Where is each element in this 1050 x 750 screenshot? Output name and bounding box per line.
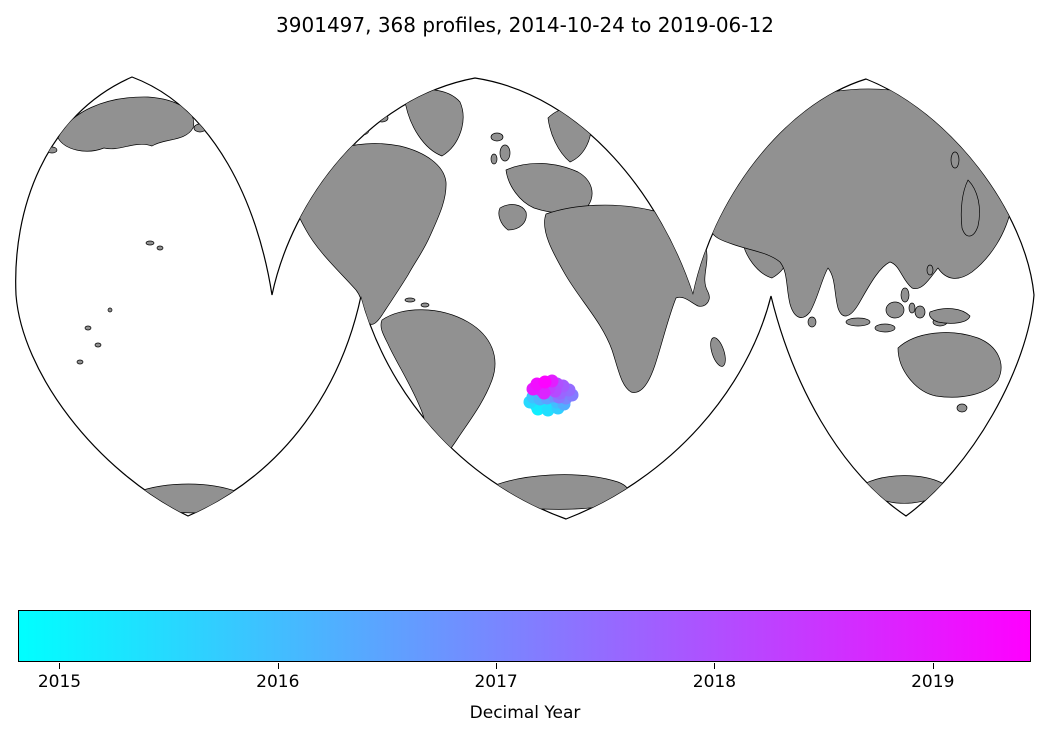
profile-point (538, 375, 552, 389)
colorbar-tick-label: 2018 (692, 672, 737, 692)
landmass-north-america (291, 143, 447, 325)
landmass-iberia (498, 204, 527, 231)
colorbar-tick-label: 2015 (37, 672, 82, 692)
colorbar-tick-mark (59, 663, 61, 669)
landmass-siberia-alaska (57, 96, 195, 152)
landmass-new-guinea (929, 308, 971, 324)
profile-points (523, 374, 579, 417)
colorbar-gradient (18, 610, 1031, 662)
colorbar-tick-mark (277, 663, 279, 669)
colorbar-tick-mark (932, 663, 934, 669)
profile-point (537, 386, 551, 400)
landmass-japan (960, 179, 980, 237)
world-map (15, 76, 1035, 520)
colorbar-tick-mark (714, 663, 716, 669)
figure-title: 3901497, 368 profiles, 2014-10-24 to 201… (276, 13, 774, 37)
colorbar-label: Decimal Year (469, 703, 581, 723)
colorbar-tick-label: 2019 (911, 672, 955, 692)
landmass-madagascar (710, 337, 726, 367)
landmass-australia (897, 332, 1002, 398)
colorbar-tick-label: 2016 (256, 672, 300, 692)
colorbar-tick-mark (496, 663, 498, 669)
landmass-antarctica-east (863, 475, 944, 504)
land-masses (46, 88, 1014, 514)
profile-point (541, 403, 555, 417)
colorbar-tick-label: 2017 (474, 672, 518, 692)
